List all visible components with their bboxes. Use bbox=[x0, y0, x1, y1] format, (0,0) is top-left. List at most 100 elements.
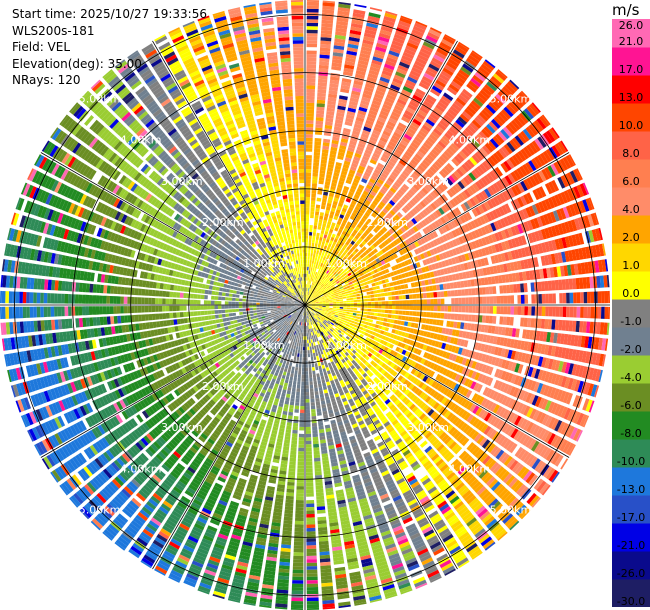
velocity-gate bbox=[306, 294, 308, 299]
velocity-gate bbox=[331, 256, 336, 261]
velocity-gate bbox=[318, 78, 328, 83]
velocity-gate bbox=[389, 369, 395, 375]
velocity-gate bbox=[405, 472, 415, 480]
velocity-gate bbox=[596, 322, 601, 335]
velocity-gate bbox=[491, 118, 501, 129]
velocity-gate bbox=[472, 306, 476, 313]
velocity-gate bbox=[440, 70, 452, 79]
velocity-gate bbox=[375, 272, 380, 278]
velocity-gate bbox=[510, 499, 522, 511]
velocity-gate bbox=[378, 256, 384, 261]
velocity-gate bbox=[484, 325, 489, 333]
velocity-gate bbox=[330, 292, 335, 295]
velocity-gate bbox=[387, 360, 393, 366]
velocity-gate bbox=[432, 402, 440, 410]
velocity-gate bbox=[417, 178, 425, 186]
velocity-gate bbox=[358, 384, 364, 390]
velocity-gate bbox=[499, 218, 507, 228]
velocity-gate bbox=[353, 156, 361, 162]
velocity-gate bbox=[325, 302, 330, 304]
velocity-gate bbox=[504, 203, 512, 213]
velocity-gate bbox=[423, 305, 427, 311]
velocity-gate bbox=[474, 229, 481, 238]
velocity-gate bbox=[308, 370, 312, 375]
velocity-gate bbox=[457, 484, 468, 494]
velocity-gate bbox=[353, 302, 358, 305]
velocity-gate bbox=[311, 328, 314, 332]
velocity-gate bbox=[388, 117, 398, 125]
velocity-gate bbox=[315, 131, 323, 135]
velocity-gate bbox=[311, 412, 316, 417]
velocity-gate bbox=[515, 504, 527, 516]
velocity-gate bbox=[359, 333, 364, 338]
velocity-gate bbox=[330, 353, 335, 358]
velocity-gate bbox=[604, 259, 609, 272]
velocity-gate bbox=[377, 293, 382, 297]
velocity-gate bbox=[381, 248, 387, 254]
velocity-gate bbox=[510, 171, 519, 182]
velocity-gate bbox=[446, 471, 456, 481]
velocity-gate bbox=[450, 173, 459, 182]
velocity-gate bbox=[546, 386, 554, 398]
velocity-gate bbox=[338, 272, 343, 277]
velocity-gate bbox=[420, 358, 426, 365]
velocity-gate bbox=[393, 270, 398, 276]
velocity-gate bbox=[363, 367, 369, 372]
velocity-gate bbox=[387, 291, 392, 296]
velocity-gate bbox=[380, 447, 388, 454]
velocity-gate bbox=[544, 319, 549, 329]
velocity-gate bbox=[391, 81, 402, 88]
velocity-gate bbox=[461, 244, 468, 253]
velocity-gate bbox=[313, 454, 321, 459]
velocity-gate bbox=[329, 365, 333, 370]
velocity-gate bbox=[319, 287, 323, 291]
velocity-gate bbox=[538, 412, 547, 424]
velocity-gate bbox=[499, 285, 504, 294]
velocity-gate bbox=[570, 378, 578, 391]
velocity-gate bbox=[374, 234, 380, 240]
velocity-gate bbox=[459, 215, 466, 224]
velocity-gate bbox=[333, 343, 338, 348]
velocity-gate bbox=[404, 398, 411, 406]
velocity-gate bbox=[374, 480, 384, 487]
velocity-gate bbox=[333, 408, 339, 413]
velocity-gate bbox=[580, 292, 584, 304]
velocity-gate bbox=[420, 365, 426, 373]
velocity-gate bbox=[594, 306, 598, 319]
velocity-gate bbox=[309, 292, 312, 296]
velocity-gate bbox=[351, 19, 364, 26]
velocity-gate bbox=[440, 291, 445, 298]
velocity-gate bbox=[374, 149, 382, 156]
velocity-gate bbox=[342, 349, 347, 354]
velocity-gate bbox=[495, 529, 507, 540]
velocity-gate bbox=[354, 288, 359, 292]
velocity-gate bbox=[357, 168, 364, 175]
velocity-gate bbox=[404, 109, 414, 118]
velocity-gate bbox=[330, 244, 335, 249]
velocity-gate bbox=[338, 257, 342, 262]
velocity-gate bbox=[346, 309, 350, 312]
velocity-gate bbox=[509, 139, 519, 150]
velocity-gate bbox=[571, 349, 577, 361]
velocity-gate bbox=[349, 140, 357, 146]
velocity-gate bbox=[362, 474, 371, 481]
velocity-gate bbox=[434, 341, 440, 348]
velocity-gate bbox=[565, 320, 570, 332]
velocity-gate bbox=[386, 401, 393, 408]
velocity-gate bbox=[446, 438, 455, 448]
velocity-gate bbox=[432, 200, 440, 208]
velocity-gate bbox=[358, 329, 363, 334]
velocity-gate bbox=[508, 497, 519, 509]
velocity-gate bbox=[332, 300, 337, 302]
velocity-gate bbox=[305, 235, 309, 239]
velocity-gate bbox=[520, 247, 527, 258]
velocity-gate bbox=[493, 379, 500, 389]
velocity-gate bbox=[350, 305, 354, 308]
velocity-gate bbox=[409, 393, 416, 400]
velocity-gate bbox=[480, 226, 487, 236]
velocity-gate bbox=[366, 527, 377, 534]
velocity-gate bbox=[454, 297, 459, 305]
velocity-gate bbox=[367, 386, 373, 392]
velocity-gate bbox=[329, 316, 334, 320]
velocity-gate bbox=[504, 349, 510, 358]
